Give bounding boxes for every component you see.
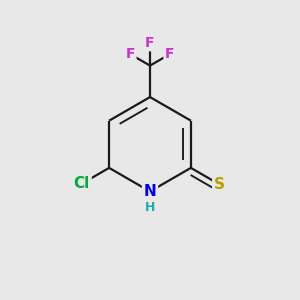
Text: S: S — [214, 177, 225, 192]
Text: F: F — [145, 36, 155, 50]
Text: H: H — [145, 201, 155, 214]
Text: F: F — [125, 47, 135, 61]
Text: F: F — [165, 47, 175, 61]
Text: Cl: Cl — [74, 176, 90, 191]
Text: N: N — [144, 184, 156, 199]
